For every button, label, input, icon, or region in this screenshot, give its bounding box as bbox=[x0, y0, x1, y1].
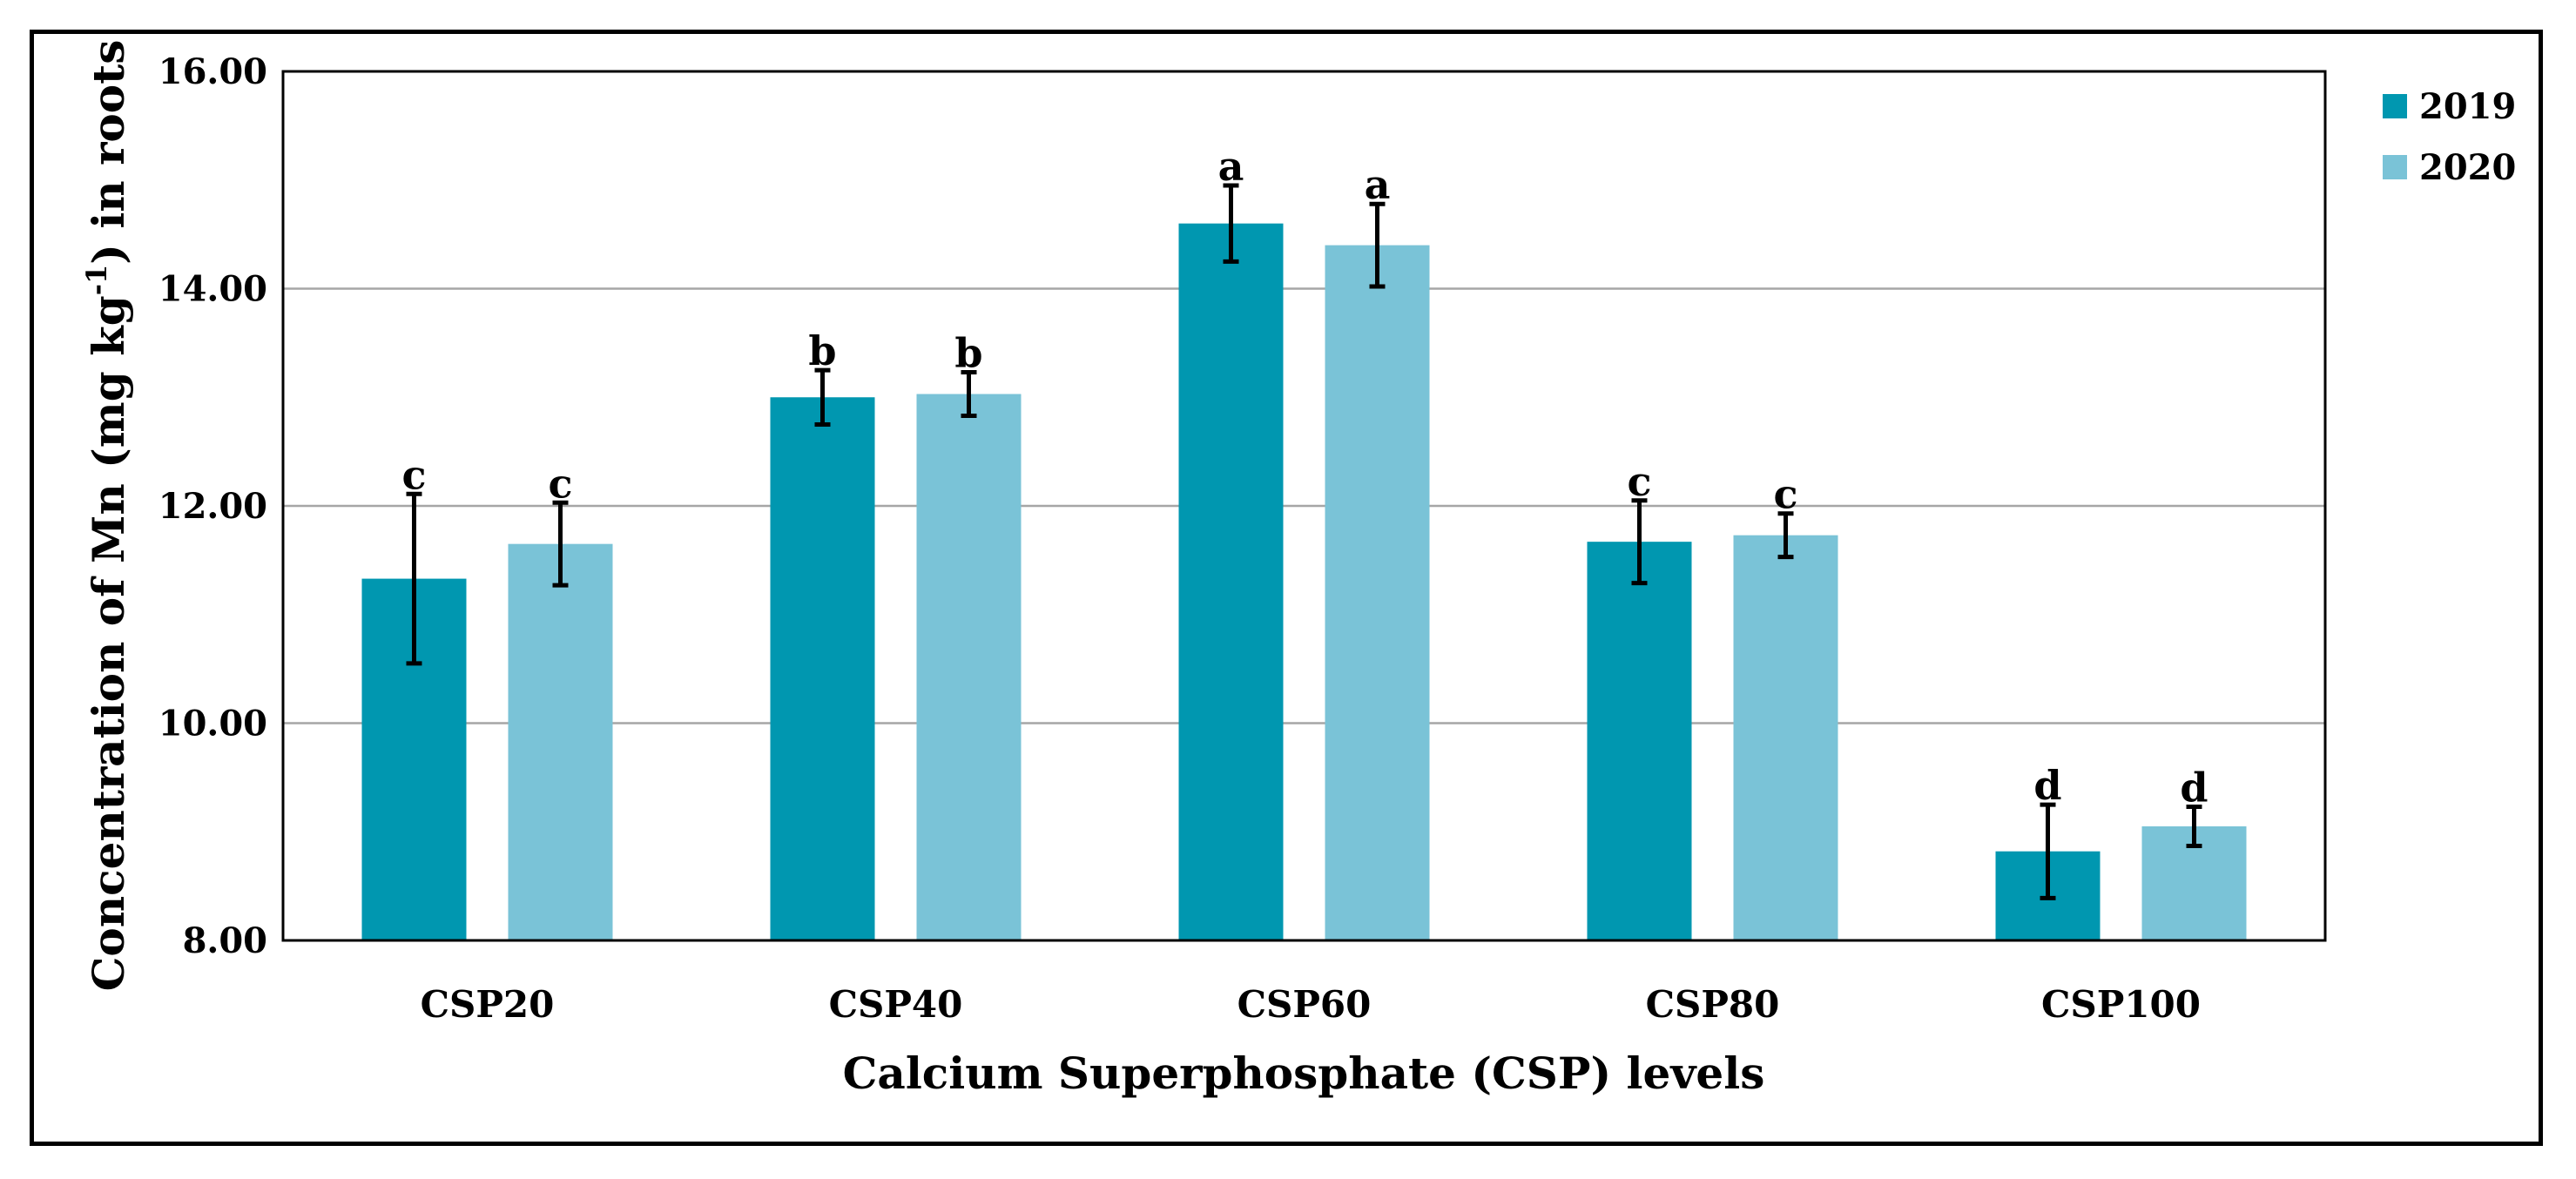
y-tick-label: 10.00 bbox=[158, 704, 267, 744]
legend: 2019 2020 bbox=[2383, 86, 2516, 188]
significance-letter: b bbox=[954, 330, 982, 377]
bar-csp40-2020 bbox=[916, 394, 1022, 940]
x-tick-label: CSP40 bbox=[829, 983, 963, 1026]
bar-csp20-2020 bbox=[508, 543, 613, 940]
significance-letters: c c b b a a c c d d bbox=[401, 143, 2208, 812]
x-axis-label: Calcium Superphosphate (CSP) levels bbox=[843, 1048, 1765, 1099]
significance-letter: c bbox=[548, 460, 572, 507]
bars bbox=[361, 223, 2247, 941]
bar-csp40-2019 bbox=[770, 397, 875, 940]
significance-letter: c bbox=[1627, 458, 1651, 505]
legend-label-2020: 2020 bbox=[2419, 147, 2516, 188]
significance-letter: a bbox=[1218, 143, 1244, 190]
error-bars bbox=[406, 183, 2202, 900]
x-tick-label: CSP60 bbox=[1237, 983, 1372, 1026]
bar-csp60-2019 bbox=[1178, 223, 1284, 940]
significance-letter: a bbox=[1365, 161, 1391, 208]
y-tick-label: 12.00 bbox=[158, 486, 267, 527]
legend-swatch-2020 bbox=[2383, 155, 2407, 179]
legend-swatch-2019 bbox=[2383, 94, 2407, 118]
bar-csp80-2020 bbox=[1733, 535, 1838, 940]
significance-letter: b bbox=[808, 327, 836, 374]
significance-letter: d bbox=[2180, 765, 2208, 812]
x-axis-tick-labels: CSP20 CSP40 CSP60 CSP80 CSP100 bbox=[421, 983, 2201, 1026]
plot-area-border bbox=[281, 70, 2327, 942]
y-tick-label: 14.00 bbox=[158, 269, 267, 310]
significance-letter: c bbox=[401, 451, 426, 498]
x-tick-label: CSP80 bbox=[1646, 983, 1780, 1026]
bar-csp80-2019 bbox=[1587, 542, 1692, 940]
significance-letter: c bbox=[1773, 471, 1797, 518]
legend-label-2019: 2019 bbox=[2419, 86, 2516, 127]
y-axis-tick-labels: 8.00 10.00 12.00 14.00 16.00 bbox=[158, 51, 267, 961]
y-axis-label-superscript: -1 bbox=[80, 265, 113, 296]
y-axis-label: Concentration of Mn (mg kg-1) in roots bbox=[80, 40, 134, 992]
y-tick-label: 16.00 bbox=[158, 51, 267, 92]
bar-csp60-2020 bbox=[1325, 245, 1430, 941]
y-axis-label-end: ) in roots bbox=[83, 40, 134, 265]
x-tick-label: CSP100 bbox=[2041, 983, 2201, 1026]
gridlines bbox=[283, 287, 2325, 724]
y-tick-label: 8.00 bbox=[183, 920, 267, 961]
x-tick-label: CSP20 bbox=[421, 983, 555, 1026]
significance-letter: d bbox=[2033, 762, 2061, 809]
y-axis-label-main: Concentration of Mn (mg kg bbox=[83, 295, 134, 991]
